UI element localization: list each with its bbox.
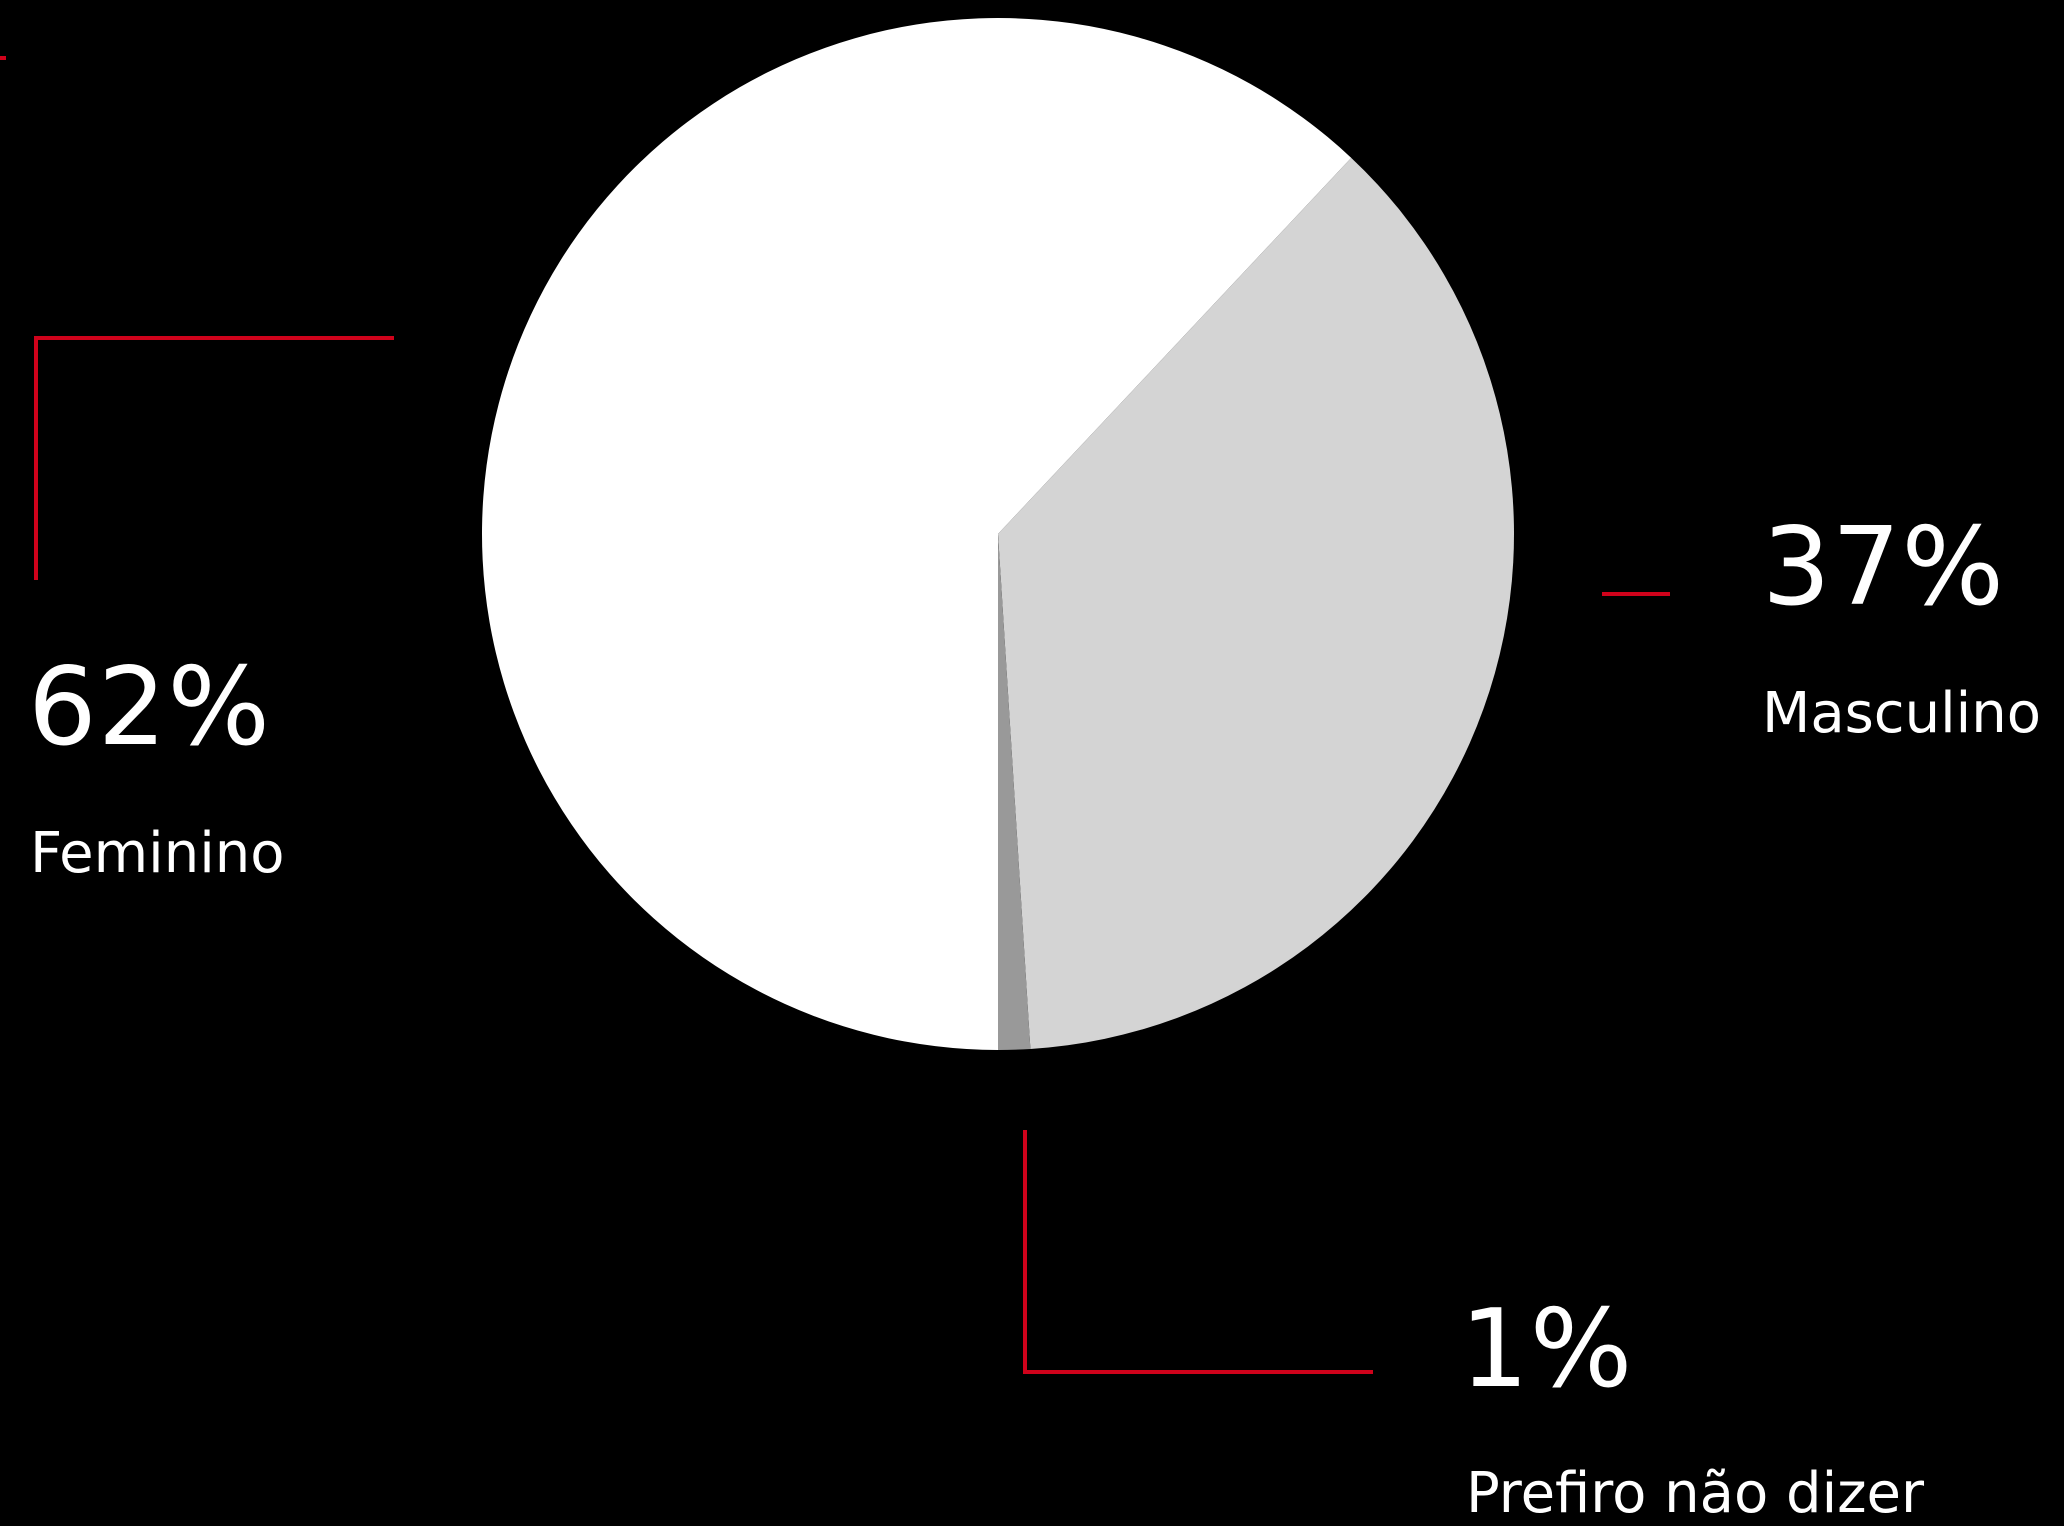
leader-lines [0,56,1670,1374]
category-label-feminino: Feminino [30,821,285,886]
category-label-masculino: Masculino [1762,681,2041,746]
pie-slice-feminino [481,17,1352,1051]
pie-slices [481,17,1515,1051]
leader-line-prefiro [1023,1130,1373,1374]
pie-slice-masculino [998,157,1515,1049]
leader-line-feminino [34,336,394,580]
data-label-masculino-percent: 37% [1762,505,2006,630]
data-label-feminino-percent: 62% [28,645,272,770]
category-label-prefiro: Prefiro não dizer [1466,1461,1925,1526]
data-label-prefiro-percent: 1% [1460,1287,1634,1412]
pie-slice-prefiro-nao-dizer [998,534,1031,1050]
